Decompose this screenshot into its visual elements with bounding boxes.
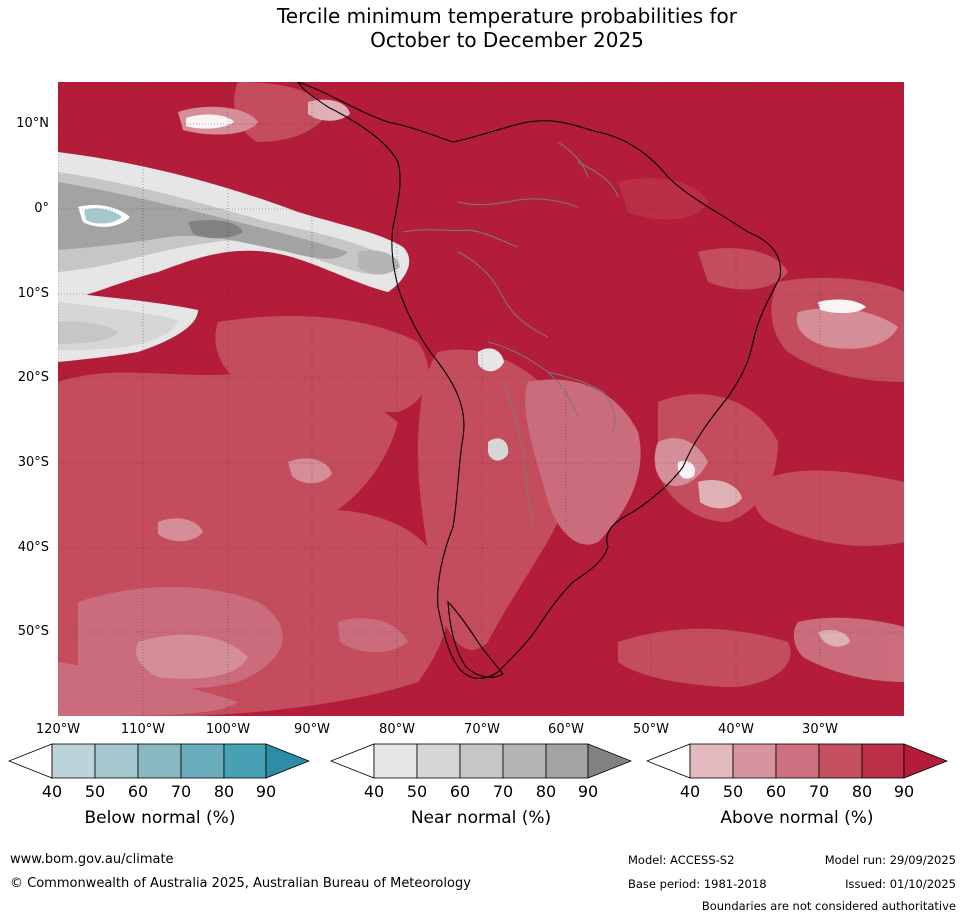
lat-label-50s: 50°S xyxy=(17,624,49,639)
cbar-near-tick: 70 xyxy=(492,782,514,801)
cbar-below-seg-6 xyxy=(265,743,310,779)
cbar-above-seg-5 xyxy=(861,743,905,779)
lon-label-40w: 40°W xyxy=(718,722,754,737)
map-title-line1: Tercile minimum temperature probabilitie… xyxy=(276,4,738,28)
cbar-above-tick: 90 xyxy=(893,782,915,801)
cbar-above-title: Above normal (%) xyxy=(720,808,874,828)
lon-label-50w: 50°W xyxy=(633,722,669,737)
cbar-below-seg-5 xyxy=(223,743,267,779)
cbar-above-seg-0 xyxy=(646,743,691,779)
cbar-below-tick: 70 xyxy=(170,782,192,801)
cbar-above-tick: 60 xyxy=(765,782,787,801)
colorbar-above-normal xyxy=(646,743,948,779)
cbar-near-tick: 40 xyxy=(363,782,385,801)
footer-model-run: Model run: 29/09/2025 xyxy=(824,853,956,867)
near-normal-shading xyxy=(58,152,509,461)
cbar-near-tick: 50 xyxy=(406,782,428,801)
colorbar-near-normal xyxy=(330,743,632,779)
cbar-below-title: Below normal (%) xyxy=(84,808,236,828)
cbar-above-seg-6 xyxy=(903,743,948,779)
cbar-below-seg-2 xyxy=(94,743,139,779)
cbar-below-tick: 50 xyxy=(84,782,106,801)
lat-label-30s: 30°S xyxy=(17,455,49,470)
lat-label-10s: 10°S xyxy=(17,286,49,301)
cbar-near-seg-0 xyxy=(330,743,375,779)
footer-copyright: © Commonwealth of Australia 2025, Austra… xyxy=(10,876,471,891)
cbar-near-seg-4 xyxy=(502,743,547,779)
cbar-above-seg-4 xyxy=(818,743,863,779)
footer-issued: Issued: 01/10/2025 xyxy=(845,877,956,891)
lat-label-10n: 10°N xyxy=(16,116,49,131)
colorbar-below-normal xyxy=(8,743,310,779)
country-borders xyxy=(402,141,619,528)
lon-label-30w: 30°W xyxy=(802,722,838,737)
cbar-near-tick: 90 xyxy=(577,782,599,801)
lon-label-100w: 100°W xyxy=(205,722,251,737)
map-title: Tercile minimum temperature probabilitie… xyxy=(0,4,965,52)
cbar-near-seg-5 xyxy=(545,743,589,779)
coastline xyxy=(297,82,782,679)
cbar-above-tick: 80 xyxy=(851,782,873,801)
footer-url[interactable]: www.bom.gov.au/climate xyxy=(10,852,174,867)
lon-label-110w: 110°W xyxy=(120,722,166,737)
cbar-near-tick: 80 xyxy=(535,782,557,801)
lon-label-70w: 70°W xyxy=(464,722,500,737)
cbar-below-seg-3 xyxy=(137,743,182,779)
cbar-near-title: Near normal (%) xyxy=(410,808,552,828)
cbar-near-seg-1 xyxy=(373,743,418,779)
cbar-below-seg-4 xyxy=(180,743,225,779)
lat-label-20s: 20°S xyxy=(17,370,49,385)
lon-label-60w: 60°W xyxy=(548,722,584,737)
cbar-above-tick: 70 xyxy=(808,782,830,801)
cbar-below-tick: 60 xyxy=(127,782,149,801)
probability-map xyxy=(58,82,904,716)
footer-disclaimer: Boundaries are not considered authoritat… xyxy=(701,899,956,913)
cbar-near-seg-6 xyxy=(587,743,632,779)
lon-label-90w: 90°W xyxy=(294,722,330,737)
map-title-line2: October to December 2025 xyxy=(370,28,644,52)
cbar-near-seg-3 xyxy=(459,743,504,779)
cbar-below-seg-1 xyxy=(51,743,96,779)
map-canvas xyxy=(58,82,904,716)
cbar-above-tick: 50 xyxy=(722,782,744,801)
lon-label-120w: 120°W xyxy=(35,722,81,737)
cbar-near-seg-2 xyxy=(416,743,461,779)
footer-base-period: Base period: 1981-2018 xyxy=(628,877,767,891)
lat-label-40s: 40°S xyxy=(17,540,49,555)
cbar-above-seg-1 xyxy=(689,743,734,779)
cbar-near-tick: 60 xyxy=(449,782,471,801)
lat-label-0: 0° xyxy=(34,201,49,216)
cbar-below-tick: 80 xyxy=(213,782,235,801)
cbar-below-tick: 90 xyxy=(255,782,277,801)
above-normal-shading xyxy=(58,82,904,716)
cbar-above-tick: 40 xyxy=(679,782,701,801)
graticule xyxy=(58,82,904,716)
cbar-above-seg-3 xyxy=(775,743,820,779)
cbar-below-tick: 40 xyxy=(41,782,63,801)
lon-label-80w: 80°W xyxy=(379,722,415,737)
cbar-below-seg-0 xyxy=(8,743,53,779)
footer-model: Model: ACCESS-S2 xyxy=(628,853,735,867)
cbar-above-seg-2 xyxy=(732,743,777,779)
